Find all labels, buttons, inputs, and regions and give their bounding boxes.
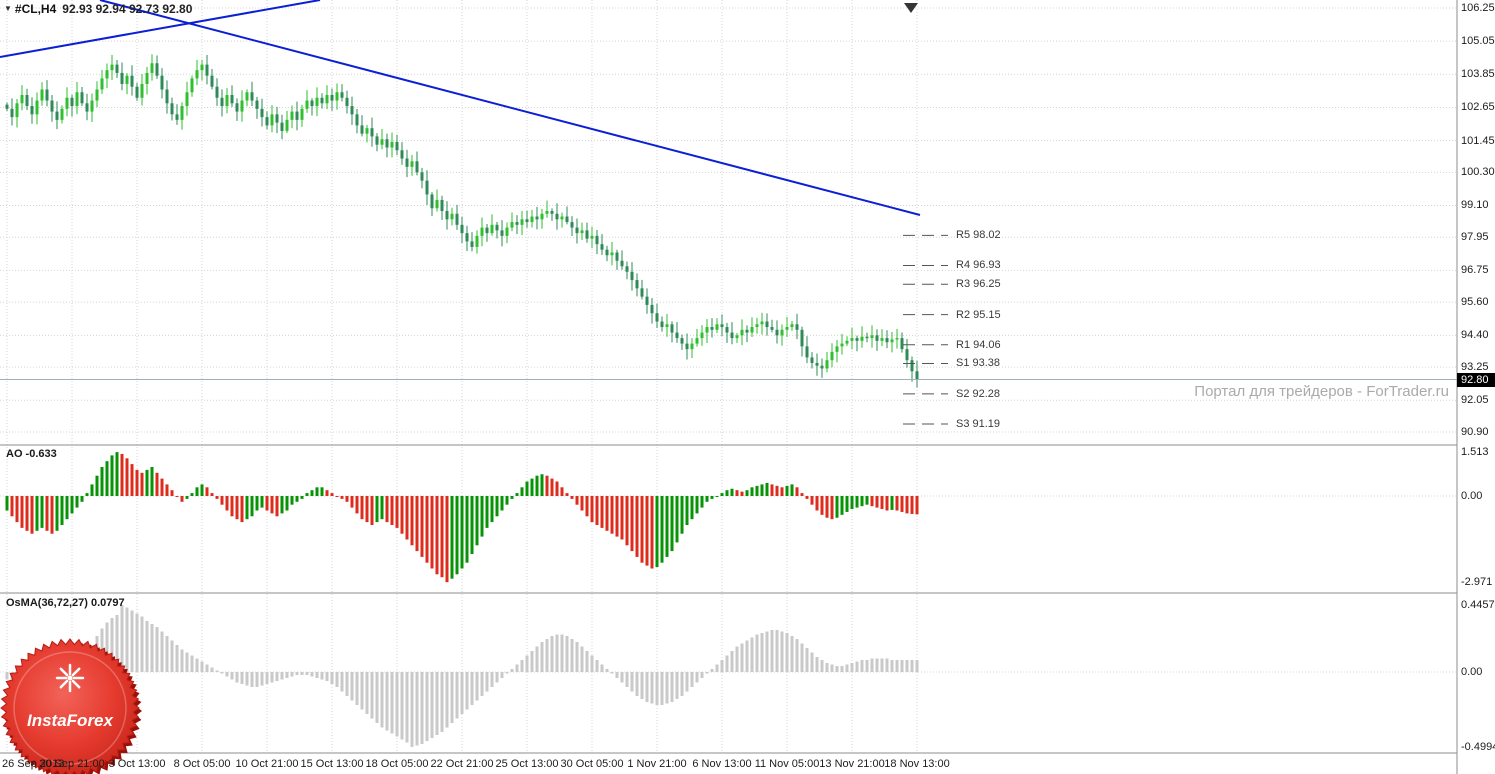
instaforex-badge	[0, 638, 140, 774]
instaforex-emblem-icon	[71, 667, 81, 677]
chart-shift-marker-icon	[904, 3, 918, 13]
time-axis[interactable]	[0, 754, 1457, 774]
instaforex-emblem-icon	[59, 667, 69, 677]
instaforex-emblem-icon	[71, 679, 81, 689]
price-axis[interactable]	[1457, 0, 1495, 774]
instaforex-logo-text: InstaForex	[27, 711, 115, 730]
instaforex-emblem-icon	[59, 679, 69, 689]
